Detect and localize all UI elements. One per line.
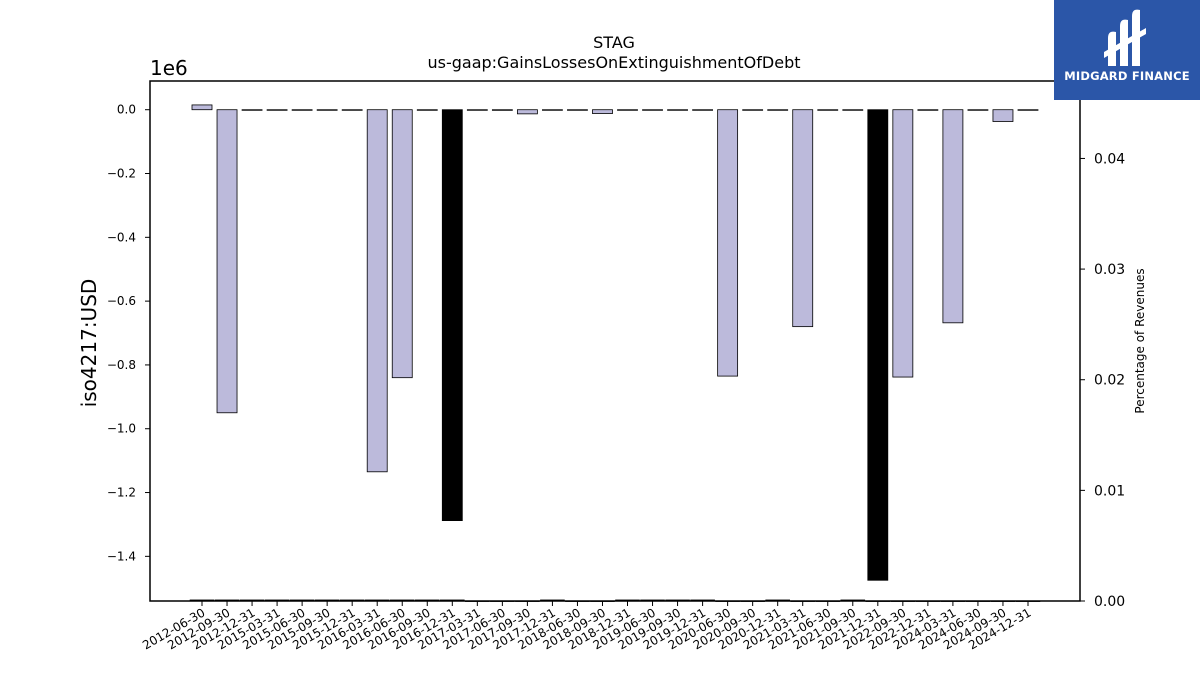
bar-2017-03-31 — [466, 109, 488, 111]
bar-2021-09-30 — [842, 109, 864, 111]
y-tick-label: −0.4 — [107, 230, 136, 244]
bar-2015-12-31 — [341, 109, 363, 111]
bar-2017-06-30 — [491, 109, 513, 111]
bar-2024-09-30 — [992, 109, 1014, 122]
bar-2018-12-31 — [617, 109, 638, 111]
y2-tick-label: 0.00 — [1094, 594, 1125, 610]
y2-axis-label: Percentage of Revenues — [1133, 268, 1147, 413]
bar-2017-09-30 — [516, 109, 538, 115]
chart-subtitle: us-gaap:GainsLossesOnExtinguishmentOfDeb… — [427, 53, 800, 72]
bar-2021-03-31 — [792, 109, 814, 328]
bar-2020-06-30 — [717, 109, 739, 377]
y-tick-label: −1.2 — [107, 486, 136, 500]
logo-mark-icon — [1104, 9, 1146, 67]
bar-2018-09-30 — [592, 109, 613, 114]
y-tick-label: −0.8 — [107, 358, 136, 372]
bar-2012-09-30 — [216, 109, 238, 414]
bar-2018-06-30 — [567, 109, 588, 111]
y-tick-label: −0.6 — [107, 294, 136, 308]
bar-2016-06-30 — [391, 109, 413, 379]
bar-2016-03-31 — [366, 109, 388, 473]
bar-2021-06-30 — [817, 109, 839, 111]
y-offset-label: 1e6 — [150, 56, 188, 80]
y-tick-label: −0.2 — [107, 167, 136, 181]
y2-tick-label: 0.04 — [1094, 151, 1125, 167]
bar-2019-12-31 — [692, 109, 713, 111]
bar-2022-12-31 — [917, 109, 939, 111]
bars-layer — [191, 104, 1039, 581]
y-axis-label: iso4217:USD — [77, 279, 101, 408]
bar-2012-06-30 — [191, 104, 213, 111]
bar-2019-06-30 — [642, 109, 663, 111]
bar-2022-09-30 — [892, 109, 914, 378]
bar-2015-03-31 — [266, 109, 288, 111]
bar-2020-12-31 — [767, 109, 789, 111]
y2-tick-label: 0.01 — [1094, 483, 1125, 499]
y2-tick-label: 0.02 — [1094, 373, 1125, 389]
bar-2012-12-31 — [241, 109, 263, 111]
bar-2017-12-31 — [542, 109, 563, 111]
bar-2015-06-30 — [291, 109, 313, 111]
bar-2019-09-30 — [667, 109, 688, 111]
brand-logo: MIDGARD FINANCE — [1054, 0, 1200, 100]
y-tick-label: −1.4 — [107, 549, 136, 563]
logo-text: MIDGARD FINANCE — [1064, 69, 1190, 83]
bar-2015-09-30 — [316, 109, 338, 111]
y2-tick-label: 0.03 — [1094, 262, 1125, 278]
bar-2024-06-30 — [967, 109, 989, 111]
bar-2024-12-31 — [1017, 109, 1039, 111]
plot-frame — [149, 80, 1081, 602]
y-tick-label: −1.0 — [107, 422, 136, 436]
bar-2021-12-31 — [867, 109, 889, 581]
axes-layer: 0.0 −0.2 −0.4 −0.6 −0.8 −1.0 −1.2 −1.4 0.00 0.01 0… — [107, 80, 1125, 652]
bar-2024-03-31 — [942, 109, 964, 324]
y-tick-label: 0.0 — [117, 103, 136, 117]
bar-2016-12-31 — [441, 109, 463, 522]
bar-2016-09-30 — [416, 109, 438, 111]
bar-2020-09-30 — [742, 109, 764, 111]
chart-title: STAG — [593, 33, 635, 52]
